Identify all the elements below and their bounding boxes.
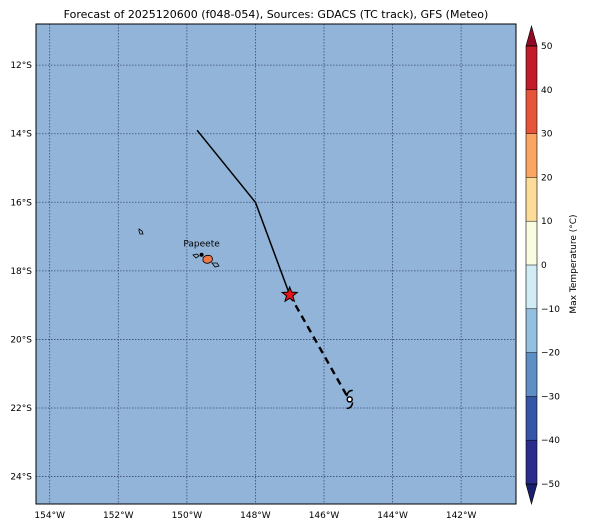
colorbar-band bbox=[526, 89, 537, 134]
colorbar-tick-label: 40 bbox=[541, 86, 553, 96]
colorbar-tick-label: 30 bbox=[541, 130, 553, 140]
colorbar-band bbox=[526, 133, 537, 178]
colorbar bbox=[525, 24, 538, 506]
map-frame bbox=[35, 23, 517, 505]
lat-tick-label: 14°S bbox=[10, 130, 32, 140]
lon-tick-label: 154°W bbox=[34, 511, 65, 521]
ocean-background bbox=[36, 24, 516, 504]
city-label-papeete: Papeete bbox=[183, 240, 220, 250]
island-tahiti bbox=[202, 254, 213, 264]
cyclone-eye bbox=[346, 396, 353, 403]
island-tahiti-iti bbox=[211, 262, 220, 268]
colorbar-tick-label: 20 bbox=[541, 173, 553, 183]
track-past-line bbox=[196, 129, 291, 296]
track-markers bbox=[280, 285, 354, 410]
colorbar-extend-low bbox=[525, 483, 538, 506]
latitude-labels: 12°S 14°S 16°S 18°S 20°S 22°S 24°S bbox=[10, 61, 32, 482]
lon-tick-label: 152°W bbox=[103, 511, 134, 521]
cyclone-arm-bottom bbox=[346, 402, 354, 410]
colorbar-tick-label: −20 bbox=[541, 349, 560, 359]
colorbar-band bbox=[526, 46, 537, 90]
lon-tick-label: 144°W bbox=[377, 511, 408, 521]
colorbar-band bbox=[526, 177, 537, 222]
lon-tick-label: 146°W bbox=[309, 511, 340, 521]
city-marker bbox=[199, 252, 204, 257]
lat-tick-label: 16°S bbox=[10, 198, 32, 208]
island-tetiaroa bbox=[138, 228, 144, 235]
graticule bbox=[36, 24, 516, 504]
lat-tick-label: 22°S bbox=[10, 404, 32, 414]
colorbar-tick-label: −50 bbox=[541, 480, 560, 490]
islands-layer bbox=[138, 228, 220, 268]
lat-tick-label: 20°S bbox=[10, 335, 32, 345]
colorbar-tick-label: 0 bbox=[541, 261, 547, 271]
cyclone-arm-top bbox=[345, 389, 353, 397]
track-forecast-line bbox=[288, 294, 350, 399]
colorbar-band bbox=[526, 265, 537, 309]
colorbar-tick-label: −30 bbox=[541, 392, 560, 402]
lon-tick-label: 142°W bbox=[446, 511, 477, 521]
colorbar-tick-label: −10 bbox=[541, 305, 560, 315]
island-moorea bbox=[192, 253, 200, 259]
colorbar-band bbox=[526, 352, 537, 397]
colorbar-extend-high bbox=[525, 24, 538, 47]
longitude-labels: 154°W 152°W 150°W 148°W 146°W 144°W 142°W bbox=[34, 511, 476, 521]
colorbar-tick-label: 10 bbox=[541, 217, 553, 227]
lat-tick-label: 18°S bbox=[10, 267, 32, 277]
tropical-cyclone-symbol-icon bbox=[345, 389, 354, 410]
lat-tick-label: 12°S bbox=[10, 61, 32, 71]
lon-tick-label: 148°W bbox=[240, 511, 271, 521]
colorbar-band bbox=[526, 221, 537, 265]
tc-track bbox=[196, 129, 350, 399]
current-position-star-icon bbox=[280, 285, 299, 303]
city-layer: Papeete bbox=[183, 240, 220, 257]
colorbar-ticks: −50 −40 −30 −20 −10 0 10 20 30 40 50 bbox=[526, 42, 560, 490]
lat-tick-label: 24°S bbox=[10, 473, 32, 483]
colorbar-band bbox=[526, 440, 537, 484]
colorbar-band bbox=[526, 396, 537, 441]
map-title: Forecast of 2025120600 (f048-054), Sourc… bbox=[63, 8, 489, 21]
colorbar-label: Max Temperature (°C) bbox=[569, 214, 579, 313]
colorbar-tick-label: −40 bbox=[541, 436, 560, 446]
lon-tick-label: 150°W bbox=[172, 511, 203, 521]
colorbar-tick-label: 50 bbox=[541, 42, 553, 52]
colorbar-band bbox=[526, 308, 537, 353]
